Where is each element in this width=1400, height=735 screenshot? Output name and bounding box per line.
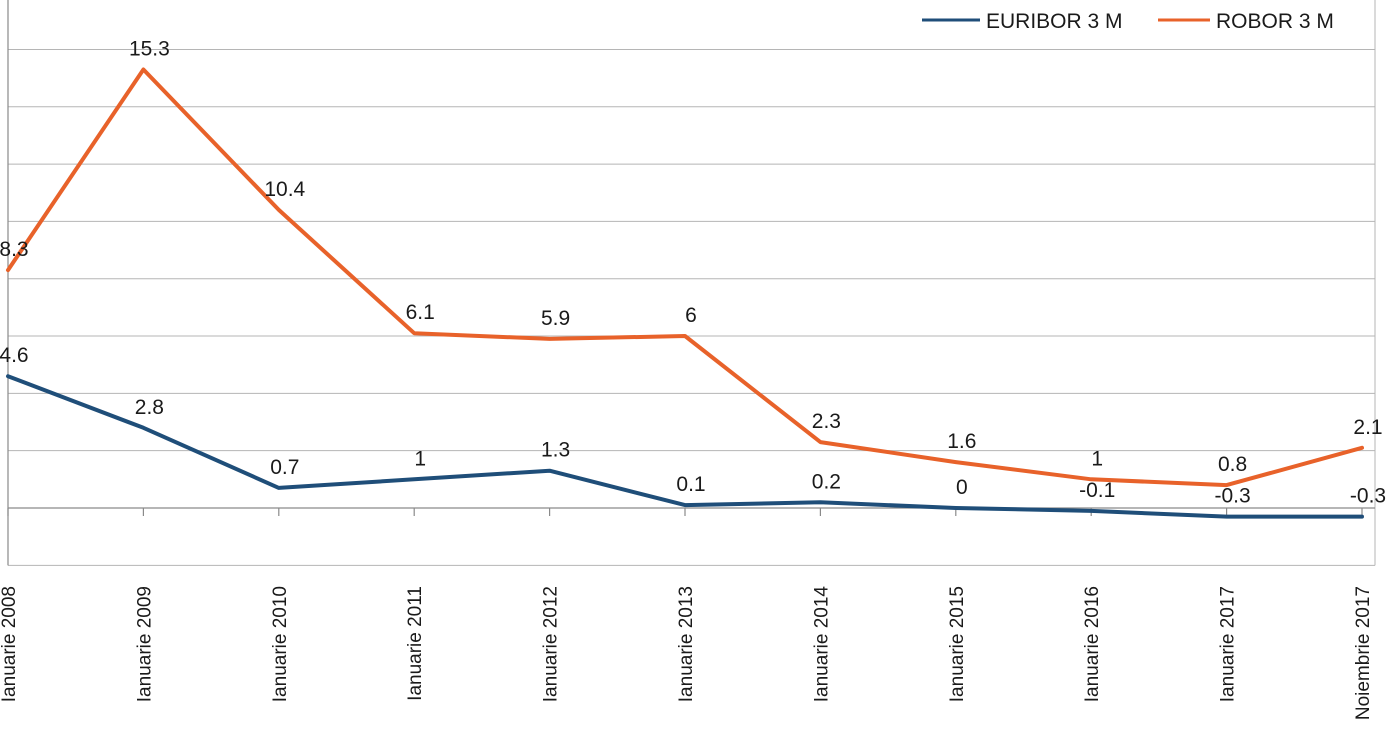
x-tick-label: Ianuarie 2015 [947, 586, 968, 702]
data-label-euribor: 1 [414, 447, 426, 470]
data-label-robor: 1.6 [947, 430, 976, 453]
x-tick-label: Ianuarie 2012 [541, 586, 562, 702]
data-label-euribor: -0.3 [1215, 485, 1251, 508]
x-tick-label: Noiembrie 2017 [1353, 586, 1374, 720]
series-line-robor [6, 67, 1364, 488]
x-tick-label: Ianuarie 2011 [405, 586, 426, 701]
data-label-robor: 0.8 [1218, 453, 1247, 476]
series-line-euribor [6, 374, 1364, 519]
data-label-euribor: 1.3 [541, 439, 570, 462]
x-tick-label: Ianuarie 2009 [134, 586, 155, 702]
data-label-robor: 8.3 [0, 238, 29, 261]
data-label-robor: 6 [685, 304, 697, 327]
data-label-robor: 1 [1091, 447, 1103, 470]
data-label-euribor: -0.1 [1079, 479, 1115, 502]
data-labels: 4.6 2.8 0.7 1 1.3 0.1 0.2 0 -0.1 -0.3 -0.3 8.3 15.3 1… [0, 38, 1386, 508]
x-tick-label: Ianuarie 2016 [1082, 586, 1103, 702]
legend: EURIBOR 3 M ROBOR 3 M [922, 10, 1334, 33]
data-label-robor: 6.1 [406, 301, 435, 324]
data-label-euribor: 0.7 [270, 456, 299, 479]
data-label-euribor: 2.8 [135, 396, 164, 419]
data-label-euribor: 0.1 [676, 473, 705, 496]
legend-label-robor: ROBOR 3 M [1216, 10, 1334, 33]
data-label-euribor: -0.3 [1350, 485, 1386, 508]
data-label-robor: 2.1 [1353, 416, 1382, 439]
legend-label-euribor: EURIBOR 3 M [986, 10, 1123, 33]
x-tick-labels: Ianuarie 2008 Ianuarie 2009 Ianuarie 2010 I… [0, 586, 1374, 721]
data-label-robor: 5.9 [541, 307, 570, 330]
data-label-robor: 10.4 [264, 178, 305, 201]
series-lines [6, 67, 1364, 519]
x-tick-label: Ianuarie 2010 [270, 586, 291, 702]
data-label-robor: 15.3 [129, 38, 170, 61]
data-label-robor: 2.3 [812, 410, 841, 433]
data-label-euribor: 0 [956, 476, 968, 499]
x-tick-label: Ianuarie 2017 [1218, 586, 1239, 702]
x-tick-label: Ianuarie 2008 [0, 586, 20, 702]
x-tick-label: Ianuarie 2013 [676, 586, 697, 702]
data-label-euribor: 0.2 [812, 470, 841, 493]
data-label-euribor: 4.6 [0, 344, 29, 367]
x-tick-label: Ianuarie 2014 [811, 586, 832, 703]
